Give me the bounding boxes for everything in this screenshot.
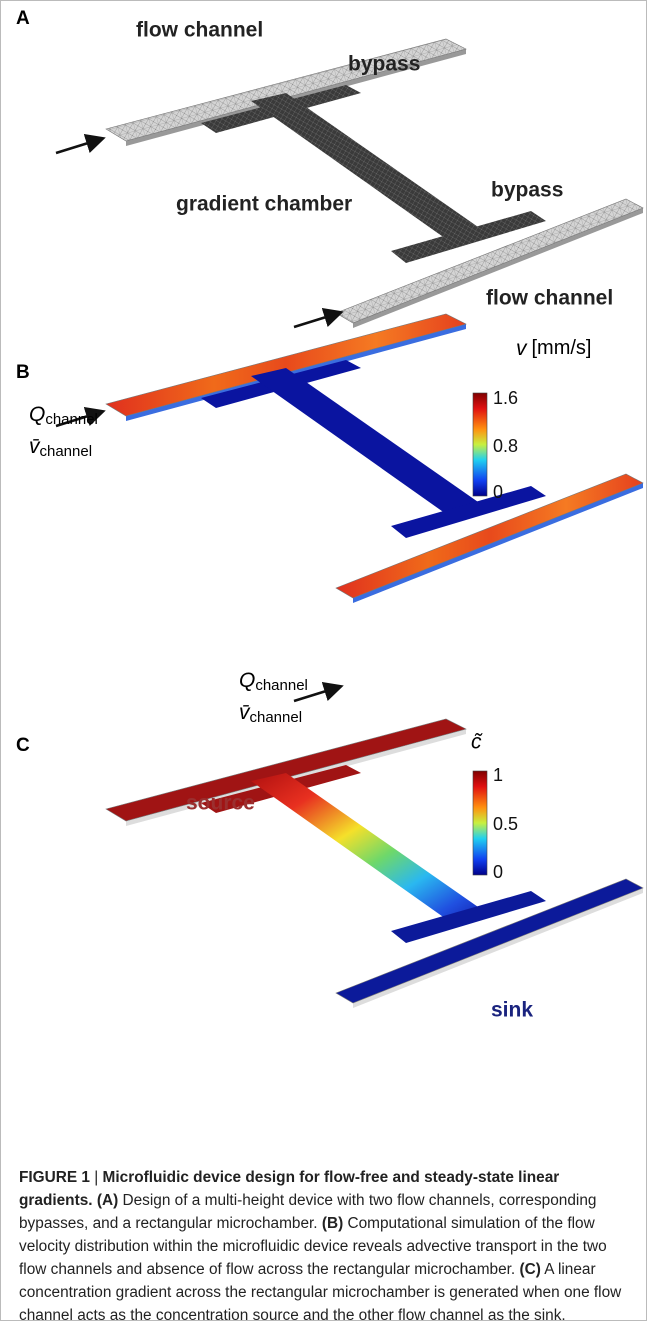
subscript: channel	[255, 677, 308, 694]
velocity-label: v̄channel	[29, 435, 92, 460]
flow-label: Qchannel	[239, 669, 308, 694]
caption-label: FIGURE 1	[19, 1169, 90, 1186]
figure-frame: A flow channel bypass gradient chamber b…	[0, 0, 647, 1321]
panel-label: C	[16, 735, 30, 756]
colorbar	[473, 771, 487, 875]
symbol: Q	[29, 403, 45, 426]
device-label: flow channel	[136, 19, 263, 42]
colorbar-tick: 0.5	[493, 814, 518, 834]
subscript: channel	[40, 443, 93, 460]
device-label: flow channel	[486, 287, 613, 310]
colorbar-tick: 0.8	[493, 436, 518, 456]
device-label: bypass	[348, 53, 420, 76]
panel-label: B	[16, 362, 30, 383]
device-label: bypass	[491, 179, 563, 202]
flow-label: Qchannel	[29, 403, 98, 428]
colorbar-title: c̃	[471, 731, 483, 754]
inlet-arrow	[56, 139, 101, 153]
part-label: (B)	[322, 1215, 343, 1232]
part-label: (A)	[97, 1192, 118, 1209]
subscript: channel	[250, 709, 303, 726]
colorbar	[473, 393, 487, 496]
colorbar-tick: 0	[493, 862, 503, 882]
caption: FIGURE 1 | Microfluidic device design fo…	[19, 1166, 631, 1327]
colorbar-unit: [mm/s]	[532, 337, 592, 359]
colorbar-tick: 1	[493, 765, 503, 785]
device-label: gradient chamber	[176, 193, 352, 216]
panel-label: A	[16, 8, 30, 29]
device-concentration	[106, 719, 643, 1008]
colorbar-title: v[mm/s]	[516, 337, 592, 360]
velocity-label: v̄channel	[239, 701, 302, 726]
colorbar-tick: 1.6	[493, 388, 518, 408]
inlet-arrow	[294, 313, 339, 327]
sink-label: sink	[491, 999, 533, 1022]
source-label: source	[186, 792, 255, 815]
symbol: Q	[239, 669, 255, 692]
caption-separator: |	[94, 1169, 98, 1186]
part-label: (C)	[519, 1261, 540, 1278]
colorbar-symbol: v	[516, 337, 528, 360]
subscript: channel	[45, 411, 98, 428]
colorbar-tick: 0	[493, 482, 503, 502]
figure: A flow channel bypass gradient chamber b…	[1, 1, 646, 1151]
